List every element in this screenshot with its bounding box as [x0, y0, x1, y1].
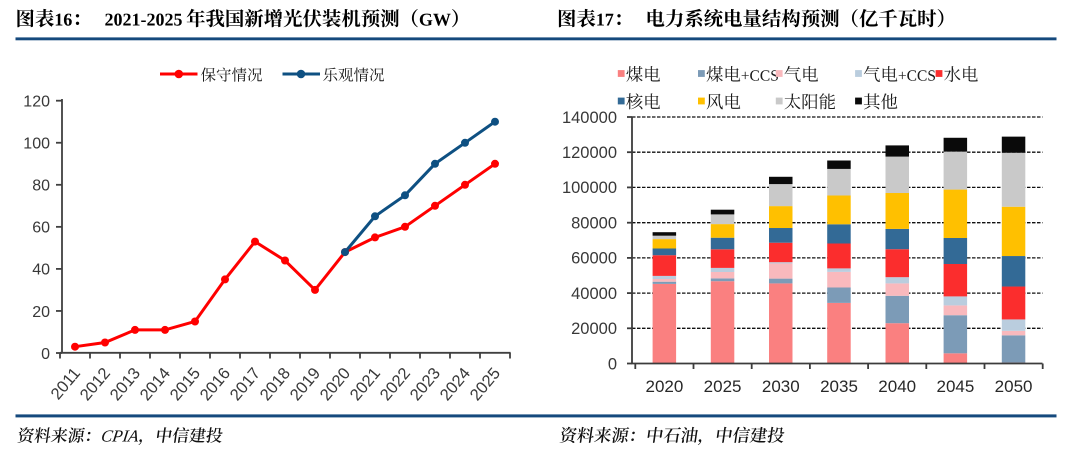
svg-text:140000: 140000	[562, 109, 617, 127]
svg-text:20000: 20000	[571, 320, 617, 338]
svg-text:2030: 2030	[762, 377, 800, 396]
svg-text:2050: 2050	[995, 377, 1033, 396]
svg-text:0: 0	[608, 355, 617, 373]
svg-text:2022: 2022	[377, 365, 414, 405]
svg-text:120000: 120000	[562, 144, 617, 162]
svg-text:2019: 2019	[287, 365, 324, 405]
svg-text:2020: 2020	[317, 365, 354, 405]
svg-text:2011: 2011	[47, 365, 84, 404]
svg-text:2020: 2020	[645, 377, 683, 396]
svg-text:2025: 2025	[467, 365, 504, 405]
svg-text:40000: 40000	[571, 285, 617, 303]
svg-text:2017: 2017	[227, 365, 264, 405]
svg-text:2023: 2023	[407, 365, 444, 405]
svg-text:60000: 60000	[571, 250, 617, 268]
svg-text:100000: 100000	[562, 179, 617, 197]
svg-text:120: 120	[23, 94, 50, 111]
svg-text:60: 60	[32, 220, 50, 237]
svg-text:2040: 2040	[878, 377, 916, 396]
svg-text:2016: 2016	[197, 365, 234, 405]
svg-text:20: 20	[32, 304, 50, 321]
svg-text:80000: 80000	[571, 215, 617, 233]
svg-text:2018: 2018	[257, 365, 294, 405]
svg-text:2021: 2021	[347, 365, 384, 405]
svg-text:100: 100	[23, 136, 50, 153]
svg-text:2013: 2013	[107, 365, 144, 405]
svg-text:2014: 2014	[137, 365, 174, 405]
svg-text:80: 80	[32, 178, 50, 195]
svg-text:2012: 2012	[77, 365, 114, 405]
svg-text:2045: 2045	[936, 377, 974, 396]
svg-text:40: 40	[32, 262, 50, 279]
svg-text:0: 0	[41, 346, 50, 363]
svg-text:2015: 2015	[167, 365, 204, 405]
svg-text:2025: 2025	[704, 377, 742, 396]
svg-text:2035: 2035	[820, 377, 858, 396]
svg-text:2024: 2024	[437, 365, 474, 405]
